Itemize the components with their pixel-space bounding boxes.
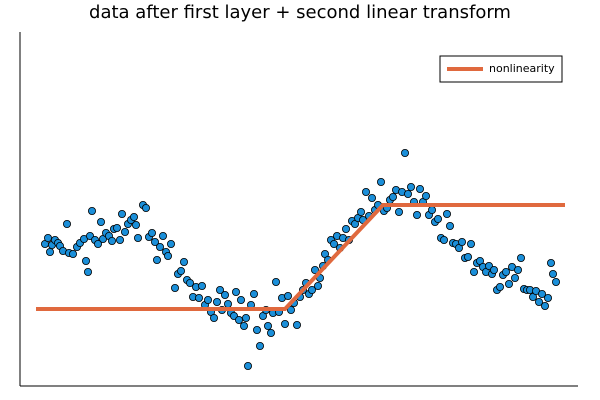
point — [220, 290, 229, 299]
point — [243, 361, 252, 370]
point — [147, 228, 156, 237]
point — [133, 233, 142, 242]
point — [421, 191, 430, 200]
point — [155, 242, 164, 251]
point — [266, 328, 275, 337]
point — [361, 187, 370, 196]
point — [252, 325, 261, 334]
point — [179, 257, 188, 266]
point — [239, 321, 248, 330]
point — [88, 206, 97, 215]
point — [170, 283, 179, 292]
point — [286, 305, 295, 314]
point — [212, 297, 221, 306]
point — [84, 267, 93, 276]
point — [116, 235, 125, 244]
point — [271, 277, 280, 286]
point — [341, 224, 350, 233]
point — [44, 233, 53, 242]
point — [541, 301, 550, 310]
point — [141, 203, 150, 212]
point — [307, 285, 316, 294]
point — [263, 321, 272, 330]
point — [236, 295, 245, 304]
point — [517, 253, 526, 262]
line — [36, 203, 565, 311]
point — [504, 279, 513, 288]
point — [234, 315, 243, 324]
point — [69, 249, 78, 258]
point — [194, 293, 203, 302]
point — [255, 341, 264, 350]
point — [310, 265, 319, 274]
point — [82, 256, 91, 265]
point — [376, 177, 385, 186]
point — [313, 281, 322, 290]
point — [501, 267, 510, 276]
point — [329, 239, 338, 248]
point — [549, 269, 558, 278]
point — [538, 289, 547, 298]
point — [457, 237, 466, 246]
point — [203, 295, 212, 304]
point — [489, 265, 498, 274]
point — [249, 289, 258, 298]
point — [150, 237, 159, 246]
point — [442, 209, 451, 218]
point — [510, 273, 519, 282]
point — [121, 227, 130, 236]
point — [388, 192, 397, 201]
point — [280, 319, 289, 328]
point — [412, 210, 421, 219]
point — [94, 239, 103, 248]
point — [131, 220, 140, 229]
point — [118, 209, 127, 218]
point — [176, 266, 185, 275]
point — [231, 287, 240, 296]
point — [433, 214, 442, 223]
point — [469, 267, 478, 276]
point — [394, 207, 403, 216]
point — [166, 239, 175, 248]
point — [215, 285, 224, 294]
legend-label: nonlinearity — [489, 62, 555, 75]
point — [547, 258, 556, 267]
point — [63, 219, 72, 228]
point — [241, 313, 250, 322]
point — [46, 247, 55, 256]
chart-title: data after first layer + second linear t… — [89, 2, 511, 23]
point — [108, 236, 117, 245]
point — [514, 265, 523, 274]
point — [415, 184, 424, 193]
point — [209, 313, 218, 322]
point — [427, 205, 436, 214]
point — [544, 293, 553, 302]
point — [97, 217, 106, 226]
point — [445, 221, 454, 230]
point — [158, 231, 167, 240]
point — [495, 282, 504, 291]
point — [439, 235, 448, 244]
point — [163, 251, 172, 260]
point — [552, 277, 561, 286]
point — [403, 189, 412, 198]
point — [185, 278, 194, 287]
point — [113, 223, 122, 232]
point — [535, 297, 544, 306]
point — [466, 239, 475, 248]
point — [283, 291, 292, 300]
point — [367, 193, 376, 202]
point — [129, 212, 138, 221]
point — [292, 320, 301, 329]
point — [197, 281, 206, 290]
point — [463, 252, 472, 261]
point — [223, 299, 232, 308]
point — [356, 207, 365, 216]
point — [152, 255, 161, 264]
point — [406, 182, 415, 191]
point — [400, 148, 409, 157]
